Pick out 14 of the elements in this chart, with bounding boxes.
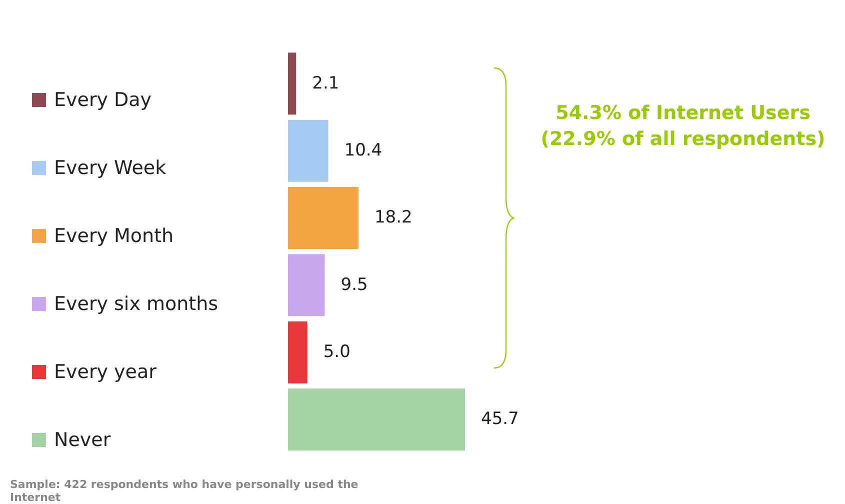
data-label: 5.0	[323, 342, 350, 362]
legend-label: Every Month	[54, 225, 174, 247]
legend-label: Every Week	[54, 157, 166, 179]
text: 54.3% of Internet Users (22.9% of all respondents)	[540, 101, 826, 152]
data-label: 2.1	[312, 73, 340, 94]
legend-label: Every six months	[54, 293, 218, 315]
legend-label: Every Day	[54, 89, 152, 111]
data-label: 10.4	[344, 140, 382, 161]
data-label: 9.5	[340, 274, 368, 295]
legend-label: Never	[54, 429, 111, 451]
data-label: 18.2	[374, 208, 412, 228]
legend-label: Every year	[54, 361, 156, 383]
data-label: 45.7	[481, 409, 519, 430]
text: Sample: 422 respondents who have personally used the Internet	[10, 478, 360, 504]
